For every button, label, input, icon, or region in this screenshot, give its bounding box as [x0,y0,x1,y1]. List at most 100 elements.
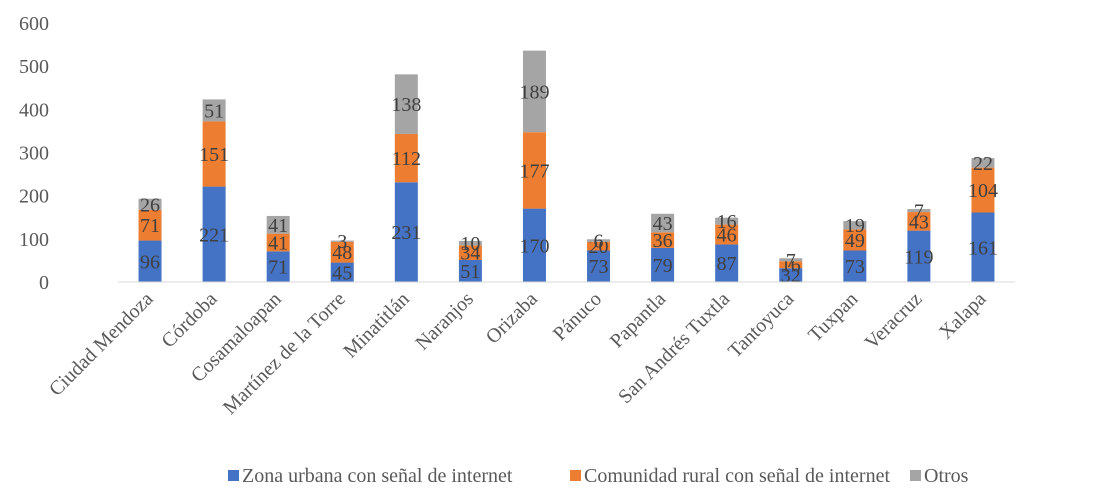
bar-segment [266,233,290,252]
bar-segment [587,241,611,251]
bar-segment [330,240,354,242]
y-tick-label: 400 [19,99,49,121]
category-label: Córdoba [157,288,221,352]
bar-segment [715,244,739,282]
data-label: 34 [460,243,480,265]
data-label: 177 [519,160,549,182]
data-label: 41 [268,215,288,237]
category-label: Xalapa [935,288,991,344]
bar-segment [330,262,354,282]
data-label: 71 [268,257,288,279]
bar-segment [907,212,931,231]
bar-segment [971,212,995,282]
data-label: 48 [332,242,352,264]
bar-segment [651,232,675,248]
bar-segment [907,230,931,282]
data-label: 22 [973,153,993,175]
data-label: 46 [717,225,737,247]
category-label: Ciudad Mendoza [45,288,158,401]
bar-segment [651,247,675,282]
data-label: 41 [268,233,288,255]
bar-segment [779,258,803,262]
bar-segment [138,198,162,210]
bar-segment [202,121,226,187]
data-label: 10 [460,233,480,255]
bar-segment [715,217,739,225]
data-label: 49 [845,230,865,252]
bar-segment [138,240,162,282]
y-tick-label: 200 [19,186,49,208]
data-label: 112 [392,148,421,170]
legend-swatch [228,470,239,481]
bar-segment [458,259,482,282]
data-label: 151 [199,144,229,166]
bar-segment [458,240,482,246]
bar-segment [202,99,226,122]
bar-segment [843,229,867,251]
bar-segment [971,158,995,168]
legend-label: Zona urbana con señal de internet [242,465,513,487]
category-label: Veracruz [861,288,927,354]
bar-segment [202,186,226,282]
data-label: 161 [968,237,998,259]
data-label: 221 [199,224,229,246]
y-tick-label: 500 [19,56,49,78]
bar-segment [394,182,418,282]
y-tick-label: 300 [19,143,49,165]
data-label: 170 [519,235,549,257]
data-label: 43 [909,211,929,233]
data-label: 51 [204,100,224,122]
data-label: 16 [717,211,737,233]
bar-segment [715,224,739,245]
category-label: Papantla [606,288,670,352]
category-label: San Andrés Tuxtla [614,288,734,408]
data-label: 7 [914,201,924,223]
data-label: 19 [845,215,865,237]
data-label: 36 [653,230,673,252]
legend-swatch [570,470,581,481]
data-label: 138 [391,94,421,116]
data-label: 73 [845,256,865,278]
bar-segment [266,215,290,234]
data-label: 45 [332,262,352,284]
category-label: Pánuco [549,288,606,345]
data-label: 104 [968,180,998,202]
y-tick-label: 100 [19,229,49,251]
legend-swatch [910,470,921,481]
bar-segment [907,209,931,213]
y-axis: 0 100 200 300 400 500 600 [19,13,49,294]
bar-segment [779,261,803,269]
data-label: 79 [653,255,673,277]
bar-segment [266,251,290,282]
data-label: 3 [337,231,347,253]
category-label: Tantoyuca [724,288,798,362]
bar-segment [522,132,546,209]
y-tick-label: 0 [39,272,49,294]
data-label: 231 [391,222,421,244]
data-label: 43 [653,213,673,235]
data-label: 71 [140,215,160,237]
data-label: 189 [519,81,549,103]
bar-segment [587,250,611,282]
bar-segment [138,209,162,241]
category-label: Orizaba [482,288,542,348]
legend-label: Otros [924,465,969,487]
bar-segment [458,245,482,260]
category-label: Tuxpan [804,288,862,346]
bar-segment [843,250,867,282]
category-label: Minatitlán [339,288,413,362]
legend-label: Comunidad rural con señal de internet [584,465,890,487]
data-label: 51 [460,261,480,283]
bar-segment [394,74,418,134]
data-label: 6 [594,231,604,253]
bar-segment [522,50,546,133]
bar-segment [971,167,995,213]
y-tick-label: 600 [19,13,49,35]
data-label: 7 [786,250,796,272]
data-label: 87 [717,253,737,275]
legend: Zona urbana con señal de internet Comunid… [228,465,969,487]
bar-segment [843,221,867,230]
category-labels: Ciudad Mendoza CórdobaCosamaloapanMartíne… [45,288,991,419]
